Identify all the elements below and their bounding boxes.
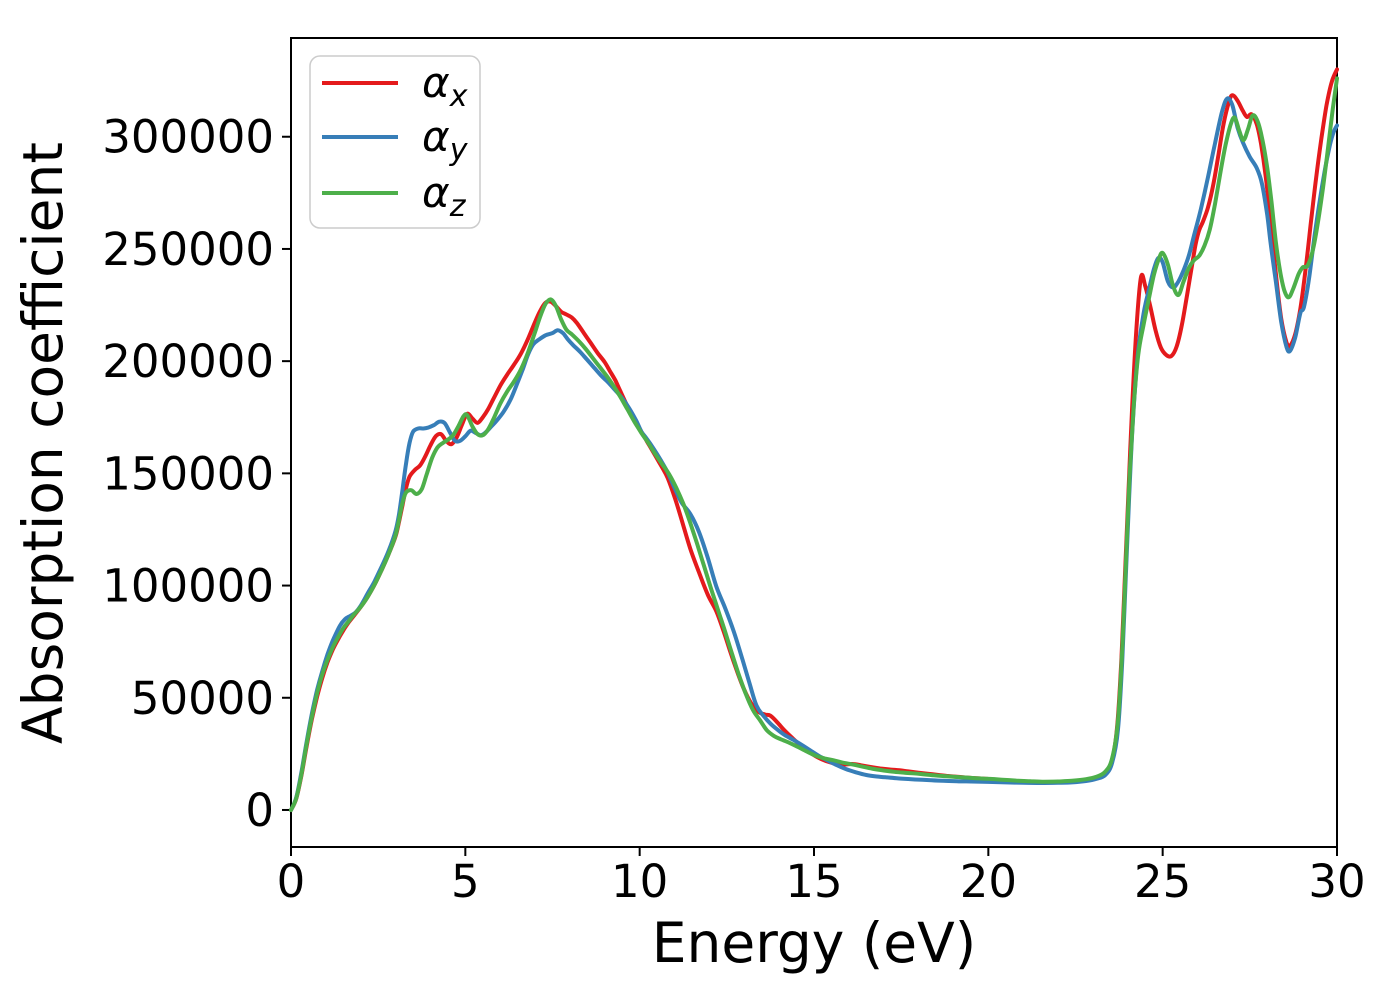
x-tick-label: 5 [451,855,480,908]
y-tick-label: 150000 [102,447,274,500]
y-tick-label: 100000 [102,560,274,613]
legend-label-alpha-x: αx [422,58,468,114]
y-tick-label: 300000 [102,111,274,164]
series-curves [289,67,1339,812]
x-tick-label: 10 [611,855,668,908]
x-tick-label: 0 [277,855,306,908]
series-line-alpha_x [289,67,1339,812]
x-axis-label: Energy (eV) [652,911,976,975]
x-tick-label: 30 [1308,855,1365,908]
y-axis-label: Absorption coefficient [11,142,75,744]
y-tick-label: 200000 [102,335,274,388]
legend-label-alpha-y: αy [422,112,469,168]
y-tick-label: 250000 [102,223,274,276]
x-tick-label: 20 [960,855,1017,908]
y-tick-label: 0 [245,784,274,837]
legend-label-alpha-z: αz [422,168,467,224]
legend: αx αy αz [309,55,481,229]
series-line-alpha_z [289,76,1339,812]
legend-item-alpha-x: αx [322,58,468,114]
legend-item-alpha-y: αy [322,112,469,168]
x-tick-label: 25 [1134,855,1191,908]
y-tick-label: 50000 [131,672,274,725]
y-axis-ticks: 0 50000 100000 150000 200000 250000 300000 [102,111,291,837]
legend-item-alpha-z: αz [322,168,467,224]
series-line-alpha_y [289,96,1339,812]
legend-box [309,55,481,229]
x-tick-label: 15 [785,855,842,908]
x-axis-ticks: 0 5 10 15 20 25 30 [277,847,1366,908]
